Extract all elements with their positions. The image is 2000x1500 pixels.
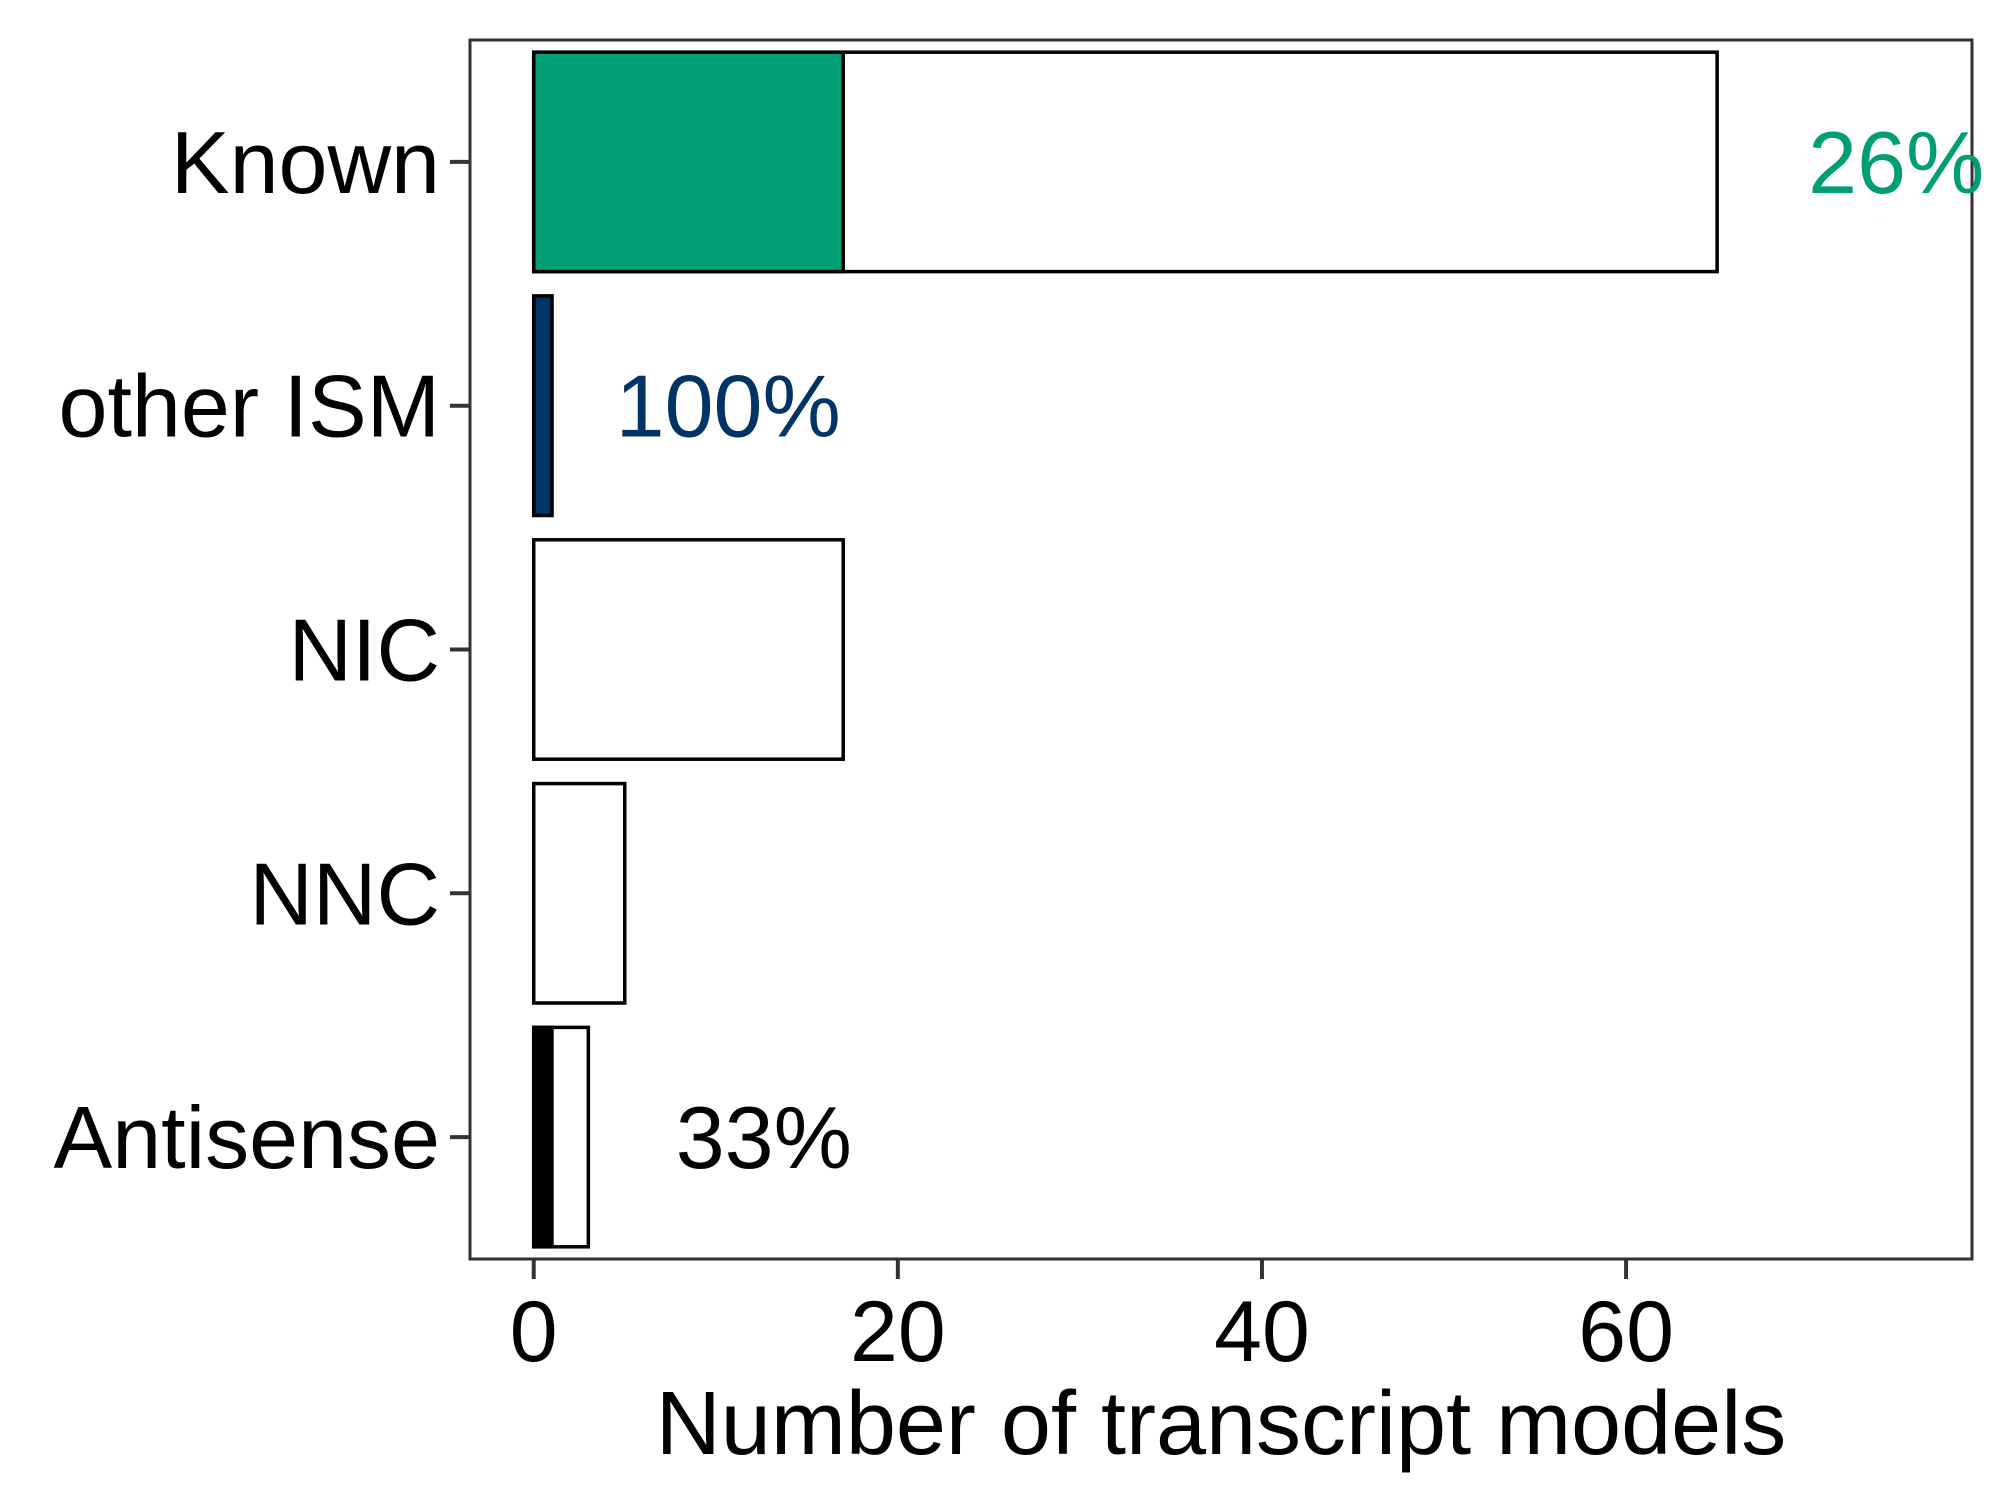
percent-label-other-ism: 100% [616, 357, 841, 456]
x-tick-label: 0 [510, 1284, 558, 1380]
percent-label-antisense: 33% [676, 1088, 852, 1187]
y-tick-label-nnc: NNC [249, 844, 440, 943]
x-tick-label: 40 [1214, 1284, 1310, 1380]
y-axis: Known other ISM NIC NNC Antisense [54, 113, 470, 1187]
bar-group [531, 50, 1719, 1249]
y-tick-label-nic: NIC [288, 601, 440, 700]
y-tick-label-known: Known [171, 113, 440, 212]
x-tick-label: 60 [1578, 1284, 1674, 1380]
bar-total-nic [531, 538, 845, 761]
x-axis-title: Number of transcript models [656, 1374, 1786, 1474]
label-group: 26% 100% 33% [616, 113, 1985, 1187]
y-tick-label-other-ism: other ISM [59, 357, 440, 456]
bar-part-antisense [531, 1025, 554, 1249]
bar-part-other-ism [531, 294, 554, 518]
x-axis: 0 20 40 60 [510, 1259, 1674, 1380]
y-tick-label-antisense: Antisense [54, 1088, 440, 1187]
x-tick-label: 20 [850, 1284, 946, 1380]
bar-part-known [531, 50, 845, 274]
percent-label-known: 26% [1808, 113, 1984, 212]
bar-total-nnc [531, 781, 627, 1005]
